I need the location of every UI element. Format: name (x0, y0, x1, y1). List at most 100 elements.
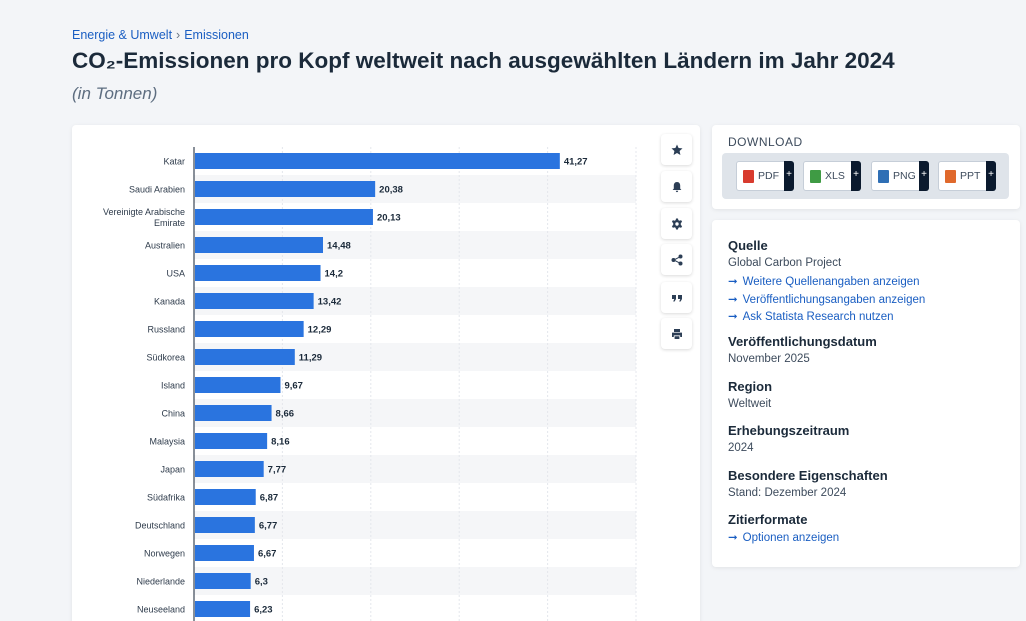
bar-südkorea[interactable] (195, 349, 295, 365)
ppt-file-icon (945, 170, 956, 183)
print-button[interactable] (661, 318, 692, 349)
download-button-strip: PDF + XLS + PNG + PPT + (722, 153, 1009, 199)
value-label: 14,2 (325, 269, 344, 280)
info-panel: Quelle Global Carbon Project ➞ Weitere Qu… (712, 220, 1020, 567)
pubdate-value: November 2025 (728, 353, 810, 365)
arrow-right-icon: ➞ (728, 311, 738, 323)
category-label: China (161, 409, 185, 419)
category-label: Südafrika (147, 493, 185, 503)
row-stripe (194, 511, 636, 539)
category-label: Island (161, 381, 185, 391)
download-png-plus[interactable]: + (919, 161, 929, 191)
row-stripe (194, 567, 636, 595)
value-label: 41,27 (564, 157, 588, 168)
bell-icon (672, 181, 681, 192)
bar-island[interactable] (195, 377, 281, 393)
share-icon (671, 254, 682, 265)
more-sources-link[interactable]: ➞ Weitere Quellenangaben anzeigen (728, 274, 920, 288)
download-pdf-plus[interactable]: + (784, 161, 794, 191)
pdf-file-icon (743, 170, 754, 183)
page-subtitle: (in Tonnen) (72, 84, 158, 103)
download-ppt-button[interactable]: PPT + (938, 161, 996, 191)
breadcrumb-link-emissions[interactable]: Emissionen (184, 28, 249, 42)
source-heading: Quelle (728, 238, 768, 253)
favorite-button[interactable] (661, 134, 692, 165)
publication-info-link[interactable]: ➞ Veröffentlichungsangaben anzeigen (728, 292, 925, 306)
period-heading: Erhebungszeitraum (728, 423, 850, 438)
bar-russland[interactable] (195, 321, 304, 337)
notification-button[interactable] (661, 171, 692, 202)
gear-icon (671, 218, 682, 229)
category-label: Kanada (154, 297, 185, 307)
category-label: Australien (145, 241, 185, 251)
download-xls-label: XLS (825, 170, 845, 182)
bar-saudi-arabien[interactable] (195, 181, 376, 197)
bar-japan[interactable] (195, 461, 264, 477)
bar-südafrika[interactable] (195, 489, 256, 505)
download-xls-button[interactable]: XLS + (803, 161, 861, 191)
bar-usa[interactable] (195, 265, 321, 281)
value-label: 12,29 (308, 325, 332, 336)
bar-katar[interactable] (195, 153, 560, 169)
value-label: 14,48 (327, 241, 351, 252)
special-value: Stand: Dezember 2024 (728, 487, 847, 499)
breadcrumb: Energie & Umwelt › Emissionen (72, 28, 249, 42)
png-file-icon (878, 170, 889, 183)
bar-australien[interactable] (195, 237, 324, 253)
cite-heading: Zitierformate (728, 512, 808, 527)
bar-niederlande[interactable] (195, 573, 251, 589)
category-label: Katar (163, 157, 185, 167)
category-label: Deutschland (135, 521, 185, 531)
value-label: 6,3 (255, 577, 268, 588)
quote-icon (671, 294, 682, 301)
bar-neuseeland[interactable] (195, 601, 251, 617)
cite-options-link[interactable]: ➞ Optionen anzeigen (728, 530, 839, 544)
period-value: 2024 (728, 442, 754, 454)
download-pdf-button[interactable]: PDF + (736, 161, 794, 191)
bar-malaysia[interactable] (195, 433, 268, 449)
category-label: Vereinigte Arabische (103, 207, 185, 217)
share-button[interactable] (661, 244, 692, 275)
breadcrumb-link-energy[interactable]: Energie & Umwelt (72, 28, 173, 42)
category-label: Russland (147, 325, 185, 335)
category-label: Malaysia (149, 437, 185, 447)
category-label: Norwegen (144, 549, 185, 559)
special-heading: Besondere Eigenschaften (728, 468, 888, 483)
bar-vereinigte-arabische-emirate[interactable] (195, 209, 373, 225)
arrow-right-icon: ➞ (728, 532, 738, 544)
download-panel: DOWNLOAD PDF + XLS + PNG + PPT + (712, 125, 1020, 209)
value-label: 20,38 (379, 185, 403, 196)
value-label: 13,42 (318, 297, 342, 308)
value-label: 8,16 (271, 437, 290, 448)
download-title: DOWNLOAD (728, 135, 803, 149)
value-label: 9,67 (284, 381, 303, 392)
bar-norwegen[interactable] (195, 545, 254, 561)
bar-kanada[interactable] (195, 293, 314, 309)
download-pdf-label: PDF (758, 170, 779, 182)
value-label: 11,29 (299, 353, 322, 364)
more-sources-link-label: Weitere Quellenangaben anzeigen (742, 276, 920, 288)
region-value: Weltweit (728, 398, 772, 410)
ask-research-link[interactable]: ➞ Ask Statista Research nutzen (728, 309, 894, 323)
bar-deutschland[interactable] (195, 517, 255, 533)
bar-china[interactable] (195, 405, 272, 421)
value-label: 6,23 (254, 605, 272, 616)
ask-research-link-label: Ask Statista Research nutzen (742, 311, 894, 323)
download-xls-plus[interactable]: + (851, 161, 861, 191)
category-label: Emirate (154, 218, 185, 228)
region-heading: Region (728, 379, 773, 394)
value-label: 7,77 (268, 465, 287, 476)
category-label: Niederlande (136, 577, 185, 587)
source-value: Global Carbon Project (728, 257, 842, 269)
category-label: Neuseeland (137, 605, 185, 615)
star-icon (671, 144, 682, 155)
settings-button[interactable] (661, 208, 692, 239)
breadcrumb-separator: › (176, 28, 181, 42)
download-png-button[interactable]: PNG + (871, 161, 929, 191)
cite-button[interactable] (661, 282, 692, 313)
download-ppt-plus[interactable]: + (986, 161, 996, 191)
download-ppt-label: PPT (960, 170, 981, 182)
cite-options-link-label: Optionen anzeigen (742, 532, 840, 544)
value-label: 8,66 (276, 409, 295, 420)
value-label: 6,77 (259, 521, 278, 532)
